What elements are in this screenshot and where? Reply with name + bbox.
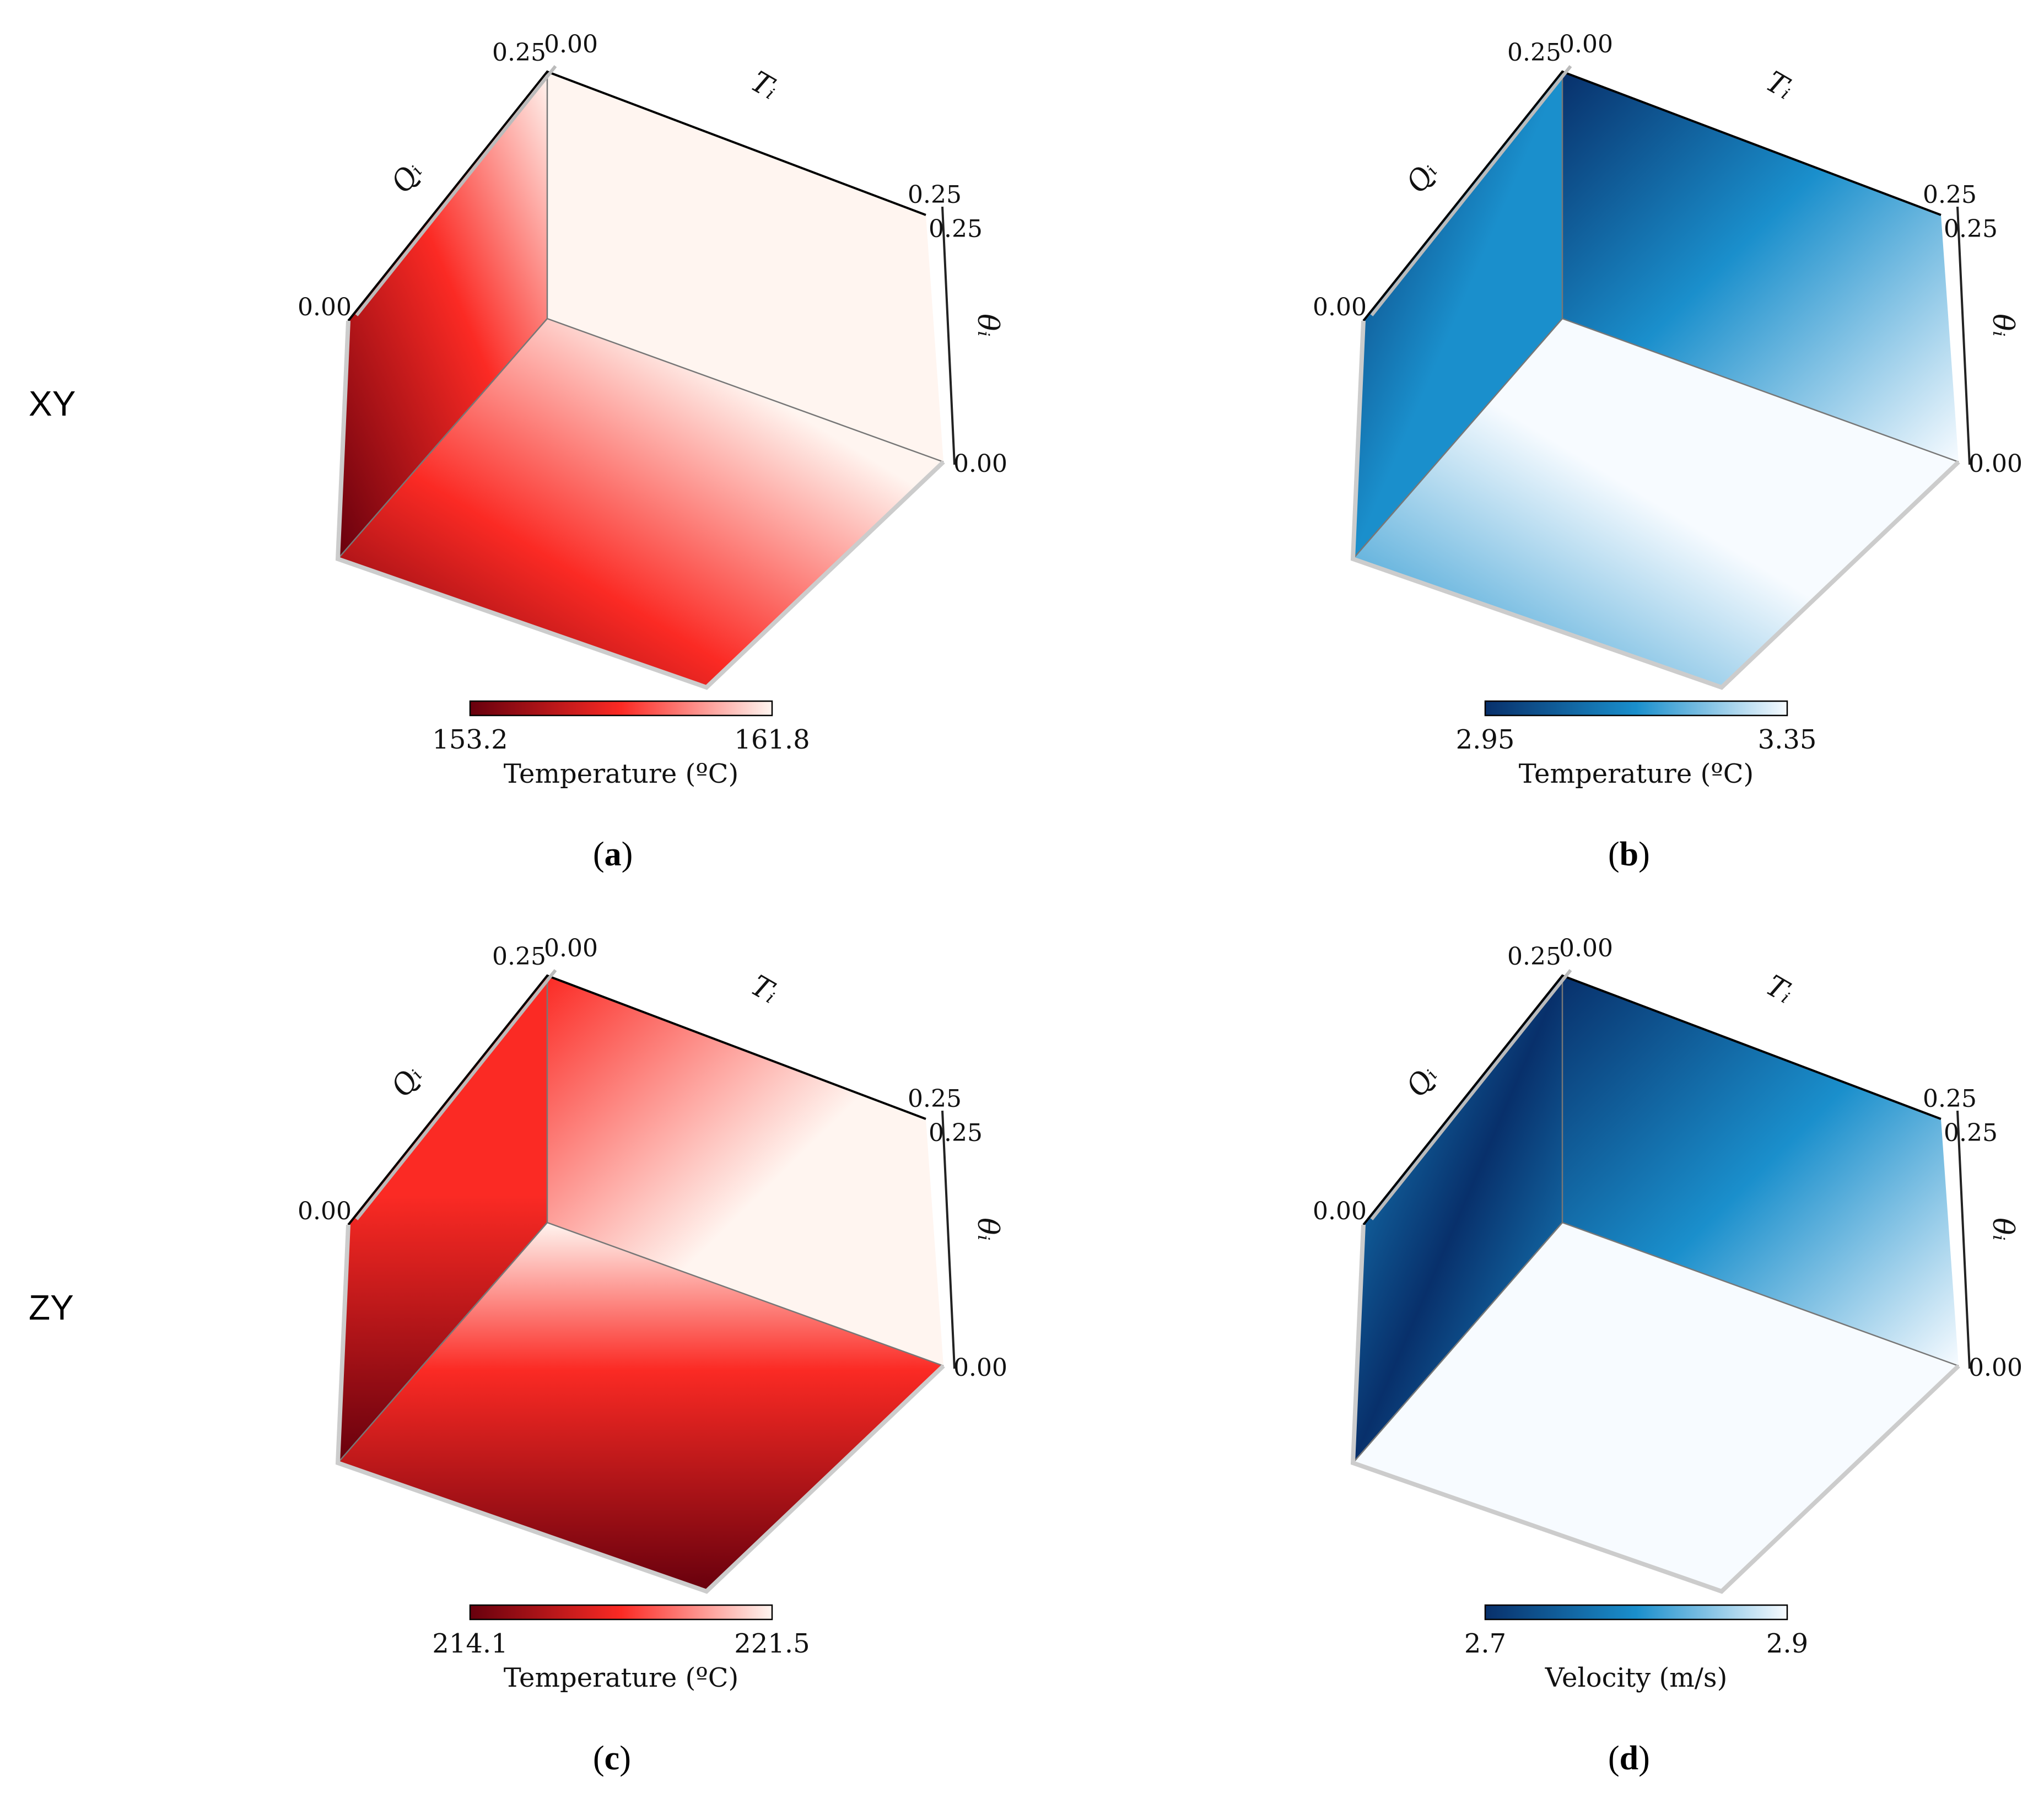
inner-edge-right xyxy=(1562,1221,1959,1367)
inner-edge-left xyxy=(337,318,548,559)
colorbar-label: Temperature (ºC) xyxy=(504,758,738,789)
heatmap-face-back xyxy=(1562,976,1959,1366)
colorbar-label: Temperature (ºC) xyxy=(504,1662,738,1693)
z-tick-label-max: 0.25 xyxy=(1944,1119,1998,1147)
axis-line-top xyxy=(1362,974,1941,1226)
axis-line-right xyxy=(941,206,956,465)
z-tick-label-min: 0.00 xyxy=(953,1354,1007,1382)
inner-edge-right xyxy=(547,1221,944,1367)
heatmap-face-back xyxy=(547,976,943,1366)
y-axis-label: Qᵢ xyxy=(385,1060,429,1103)
x-tick-label-max: 0.25 xyxy=(1923,181,1977,209)
x-axis-label: Tᵢ xyxy=(745,65,783,106)
heatmap-face-left xyxy=(1353,72,1562,559)
colorbar xyxy=(1484,1604,1788,1621)
axis-line-right xyxy=(941,1110,956,1369)
colorbar-tick-min: 214.1 xyxy=(432,1628,508,1659)
z-tick-label-max: 0.25 xyxy=(929,215,983,243)
heatmap-face-left xyxy=(1353,976,1562,1463)
z-tick-label-min: 0.00 xyxy=(1969,1354,2023,1382)
pane-edge-bottom xyxy=(1350,320,1960,690)
heatmap-face-left xyxy=(338,976,547,1463)
colorbar xyxy=(1484,700,1788,717)
row-label-zy: ZY xyxy=(29,1288,74,1327)
colorbar-tick-max: 3.35 xyxy=(1758,724,1817,755)
heatmap-face-bottom xyxy=(338,1223,943,1591)
x-axis-label: Tᵢ xyxy=(745,969,783,1010)
inner-edge-left xyxy=(1352,318,1563,559)
colorbar-tick-max: 221.5 xyxy=(734,1628,810,1659)
y-axis-label: Qᵢ xyxy=(385,156,429,199)
colorbar xyxy=(469,1604,773,1621)
axis-line-top xyxy=(347,974,926,1226)
panel-caption-b: (b) xyxy=(1608,836,1650,873)
colorbar-label: Temperature (ºC) xyxy=(1519,758,1754,789)
z-tick-label-max: 0.25 xyxy=(1944,215,1998,243)
heatmap-face-bottom xyxy=(1353,1223,1959,1591)
x-tick-label-max: 0.25 xyxy=(908,181,962,209)
x-tick-label-min: 0.00 xyxy=(1559,934,1613,962)
x-axis-label: Tᵢ xyxy=(1760,969,1798,1010)
z-axis-label: θᵢ xyxy=(1986,1218,2019,1241)
colorbar-label: Velocity (m/s) xyxy=(1545,1662,1728,1693)
axis-line-top xyxy=(347,70,926,322)
colorbar-tick-min: 2.7 xyxy=(1464,1628,1506,1659)
colorbar-tick-min: 2.95 xyxy=(1456,724,1515,755)
z-axis-label: θᵢ xyxy=(1986,314,2019,337)
axis-line-top xyxy=(1362,70,1941,322)
axis-line-right xyxy=(1956,206,1971,465)
z-axis-label: θᵢ xyxy=(971,1218,1004,1241)
inner-edge-left xyxy=(337,1222,548,1463)
x-tick-label-min: 0.00 xyxy=(544,30,598,58)
x-axis-label: Tᵢ xyxy=(1760,65,1798,106)
pane-edge-bottom xyxy=(1350,1224,1960,1594)
z-tick-label-min: 0.00 xyxy=(1969,450,2023,478)
pane-edge-bottom xyxy=(335,1224,945,1594)
axis-line-right xyxy=(1956,1110,1971,1369)
heatmap-face-back xyxy=(547,72,943,462)
panel-caption-c: (c) xyxy=(593,1740,631,1777)
y-tick-label-min: 0.00 xyxy=(1313,293,1367,321)
inner-edge-right xyxy=(1562,317,1959,463)
x-tick-label-max: 0.25 xyxy=(908,1085,962,1113)
y-tick-label-max: 0.25 xyxy=(492,943,546,971)
panel-caption-a: (a) xyxy=(593,836,633,873)
x-tick-label-min: 0.00 xyxy=(544,934,598,962)
pane-edge-top xyxy=(355,65,557,316)
y-axis-label: Qᵢ xyxy=(1400,156,1444,199)
heatmap-face-bottom xyxy=(1353,319,1959,687)
y-axis-label: Qᵢ xyxy=(1400,1060,1444,1103)
panel-caption-d: (d) xyxy=(1608,1740,1650,1777)
y-tick-label-min: 0.00 xyxy=(1313,1197,1367,1225)
y-tick-label-max: 0.25 xyxy=(1507,39,1561,67)
pane-edge-bottom xyxy=(335,320,945,690)
colorbar-tick-min: 153.2 xyxy=(432,724,508,755)
y-tick-label-min: 0.00 xyxy=(298,293,352,321)
pane-edge-top xyxy=(1370,969,1572,1220)
colorbar xyxy=(469,700,773,717)
z-axis-label: θᵢ xyxy=(971,314,1004,337)
pane-edge-top xyxy=(1370,65,1572,316)
y-tick-label-min: 0.00 xyxy=(298,1197,352,1225)
inner-edge-right xyxy=(547,317,944,463)
pane-edge-top xyxy=(355,969,557,1220)
heatmap-face-back xyxy=(1562,72,1959,462)
x-tick-label-max: 0.25 xyxy=(1923,1085,1977,1113)
colorbar-tick-max: 2.9 xyxy=(1766,1628,1808,1659)
x-tick-label-min: 0.00 xyxy=(1559,30,1613,58)
heatmap-face-bottom xyxy=(338,319,943,687)
row-label-xy: XY xyxy=(29,384,76,423)
y-tick-label-max: 0.25 xyxy=(1507,943,1561,971)
z-tick-label-max: 0.25 xyxy=(929,1119,983,1147)
z-tick-label-min: 0.00 xyxy=(953,450,1007,478)
inner-edge-left xyxy=(1352,1222,1563,1463)
heatmap-face-left xyxy=(338,72,547,559)
y-tick-label-max: 0.25 xyxy=(492,39,546,67)
colorbar-tick-max: 161.8 xyxy=(734,724,810,755)
